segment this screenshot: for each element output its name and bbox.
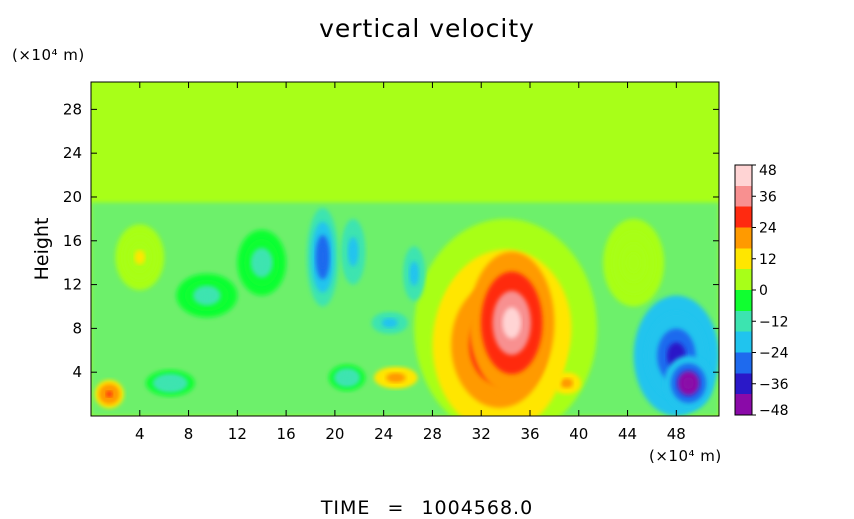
colorbar-tick-label: 36: [759, 189, 777, 205]
y-unit-label: (×10⁴ m): [12, 46, 85, 64]
colorbar-scale: [734, 164, 753, 416]
field-feature: [256, 255, 268, 270]
x-unit-label: (×10⁴ m): [649, 447, 722, 465]
velocity-field: [91, 82, 719, 416]
field-feature: [502, 307, 522, 339]
x-tick-label: 12: [228, 425, 247, 443]
colorbar-tick-label: 12: [759, 252, 777, 268]
x-tick-label: 24: [374, 425, 393, 443]
x-axis: 4 8 12 16 20 24 28 32 36 40 44 48: [135, 82, 686, 443]
field-feature: [683, 377, 694, 390]
chart-title: vertical velocity: [319, 14, 535, 43]
field-feature: [411, 267, 417, 280]
x-tick-label: 16: [277, 425, 296, 443]
y-tick-label: 24: [63, 144, 82, 162]
colorbar-tick-label: 0: [759, 283, 768, 299]
y-tick-label: 20: [63, 188, 82, 206]
colorbar-tick-label: −48: [759, 403, 789, 419]
colorbar: 48 36 24 12 0 −12 −24 −36 −48: [734, 163, 789, 419]
x-tick-label: 4: [135, 425, 145, 443]
y-axis-label: Height: [31, 218, 53, 281]
plot-frame: [90, 81, 720, 417]
time-readout: TIME = 1004568.0: [0, 497, 854, 519]
field-feature: [164, 380, 176, 387]
x-tick-label: 8: [184, 425, 194, 443]
field-feature: [626, 253, 641, 273]
time-equals: =: [387, 497, 405, 519]
y-tick-label: 4: [72, 363, 82, 381]
x-tick-label: 28: [423, 425, 442, 443]
x-tick-label: 44: [618, 425, 637, 443]
colorbar-tick-label: −36: [759, 377, 789, 393]
colorbar-tick-label: −12: [759, 314, 789, 330]
x-tick-label: 40: [569, 425, 588, 443]
field-feature: [563, 380, 570, 386]
x-tick-label: 48: [667, 425, 686, 443]
colorbar-tick-label: 24: [759, 221, 777, 237]
y-tick-label: 16: [63, 232, 82, 250]
field-feature: [385, 320, 394, 326]
y-tick-label: 28: [63, 100, 82, 118]
field-feature: [134, 249, 146, 265]
field-feature: [343, 374, 352, 381]
colorbar-tick-label: −24: [759, 346, 789, 362]
field-feature: [350, 244, 356, 259]
colorbar-tick-label: 48: [759, 163, 777, 179]
field-feature: [319, 246, 327, 269]
field-feature: [106, 390, 113, 398]
time-value: 1004568.0: [421, 497, 534, 519]
x-tick-label: 36: [520, 425, 539, 443]
field-feature: [391, 375, 401, 381]
field-feature: [200, 290, 214, 301]
y-tick-label: 12: [63, 276, 82, 294]
y-axis: 4 8 12 16 20 24 28: [63, 100, 719, 381]
x-tick-label: 32: [472, 425, 491, 443]
x-tick-label: 20: [325, 425, 344, 443]
time-label: TIME: [320, 497, 371, 519]
y-tick-label: 8: [72, 319, 82, 337]
